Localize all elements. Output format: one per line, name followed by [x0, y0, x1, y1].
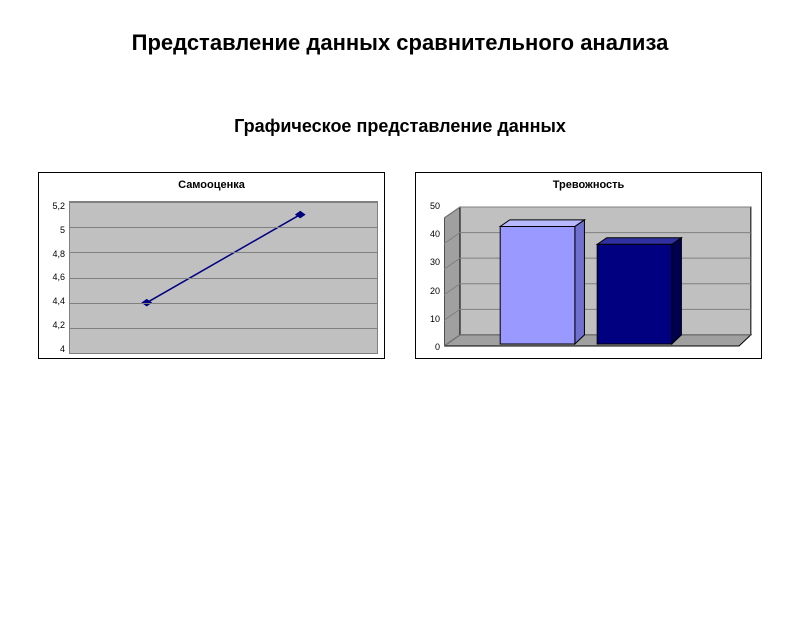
charts-container: Самооценка 5,2 5 4,8 4,6 4,4 4,2 4 Тревожность…: [0, 172, 800, 359]
bar-front: [597, 244, 672, 344]
gridline: [70, 252, 377, 253]
ytick-label: 4,8: [45, 249, 65, 259]
bar-chart-svg: [444, 201, 755, 352]
bar-chart: Тревожность 50 40 30 20 10 0: [415, 172, 762, 359]
ytick-label: 40: [422, 229, 440, 239]
ytick-label: 5: [45, 225, 65, 235]
line-chart-body: 5,2 5 4,8 4,6 4,4 4,2 4: [45, 201, 378, 354]
gridline: [70, 353, 377, 354]
ytick-label: 20: [422, 286, 440, 296]
bar-front: [500, 226, 575, 343]
bar-chart-body: 50 40 30 20 10 0: [422, 201, 755, 352]
ytick-label: 4,6: [45, 272, 65, 282]
gridline: [70, 278, 377, 279]
line-chart-title: Самооценка: [39, 179, 384, 191]
ytick-label: 10: [422, 314, 440, 324]
bar-top: [597, 238, 681, 245]
gridline: [70, 227, 377, 228]
line-chart-plot: [69, 201, 378, 354]
gridline: [70, 328, 377, 329]
gridline: [70, 303, 377, 304]
ytick-label: 4,2: [45, 320, 65, 330]
ytick-label: 5,2: [45, 201, 65, 211]
bar-chart-title: Тревожность: [416, 179, 761, 191]
ytick-label: 0: [422, 342, 440, 352]
page-title: Представление данных сравнительного анал…: [0, 30, 800, 56]
bar-top: [500, 220, 584, 227]
ytick-label: 50: [422, 201, 440, 211]
bar-side: [575, 220, 585, 344]
bar-chart-plot: [444, 201, 755, 352]
line-chart: Самооценка 5,2 5 4,8 4,6 4,4 4,2 4: [38, 172, 385, 359]
bar-side: [672, 238, 682, 344]
ytick-label: 4: [45, 344, 65, 354]
ytick-label: 30: [422, 257, 440, 267]
side-wall: [444, 207, 460, 346]
section-title: Графическое представление данных: [0, 116, 800, 137]
ytick-label: 4,4: [45, 296, 65, 306]
gridline: [70, 202, 377, 203]
line-chart-yaxis: 5,2 5 4,8 4,6 4,4 4,2 4: [45, 201, 69, 354]
bar-chart-yaxis: 50 40 30 20 10 0: [422, 201, 444, 352]
